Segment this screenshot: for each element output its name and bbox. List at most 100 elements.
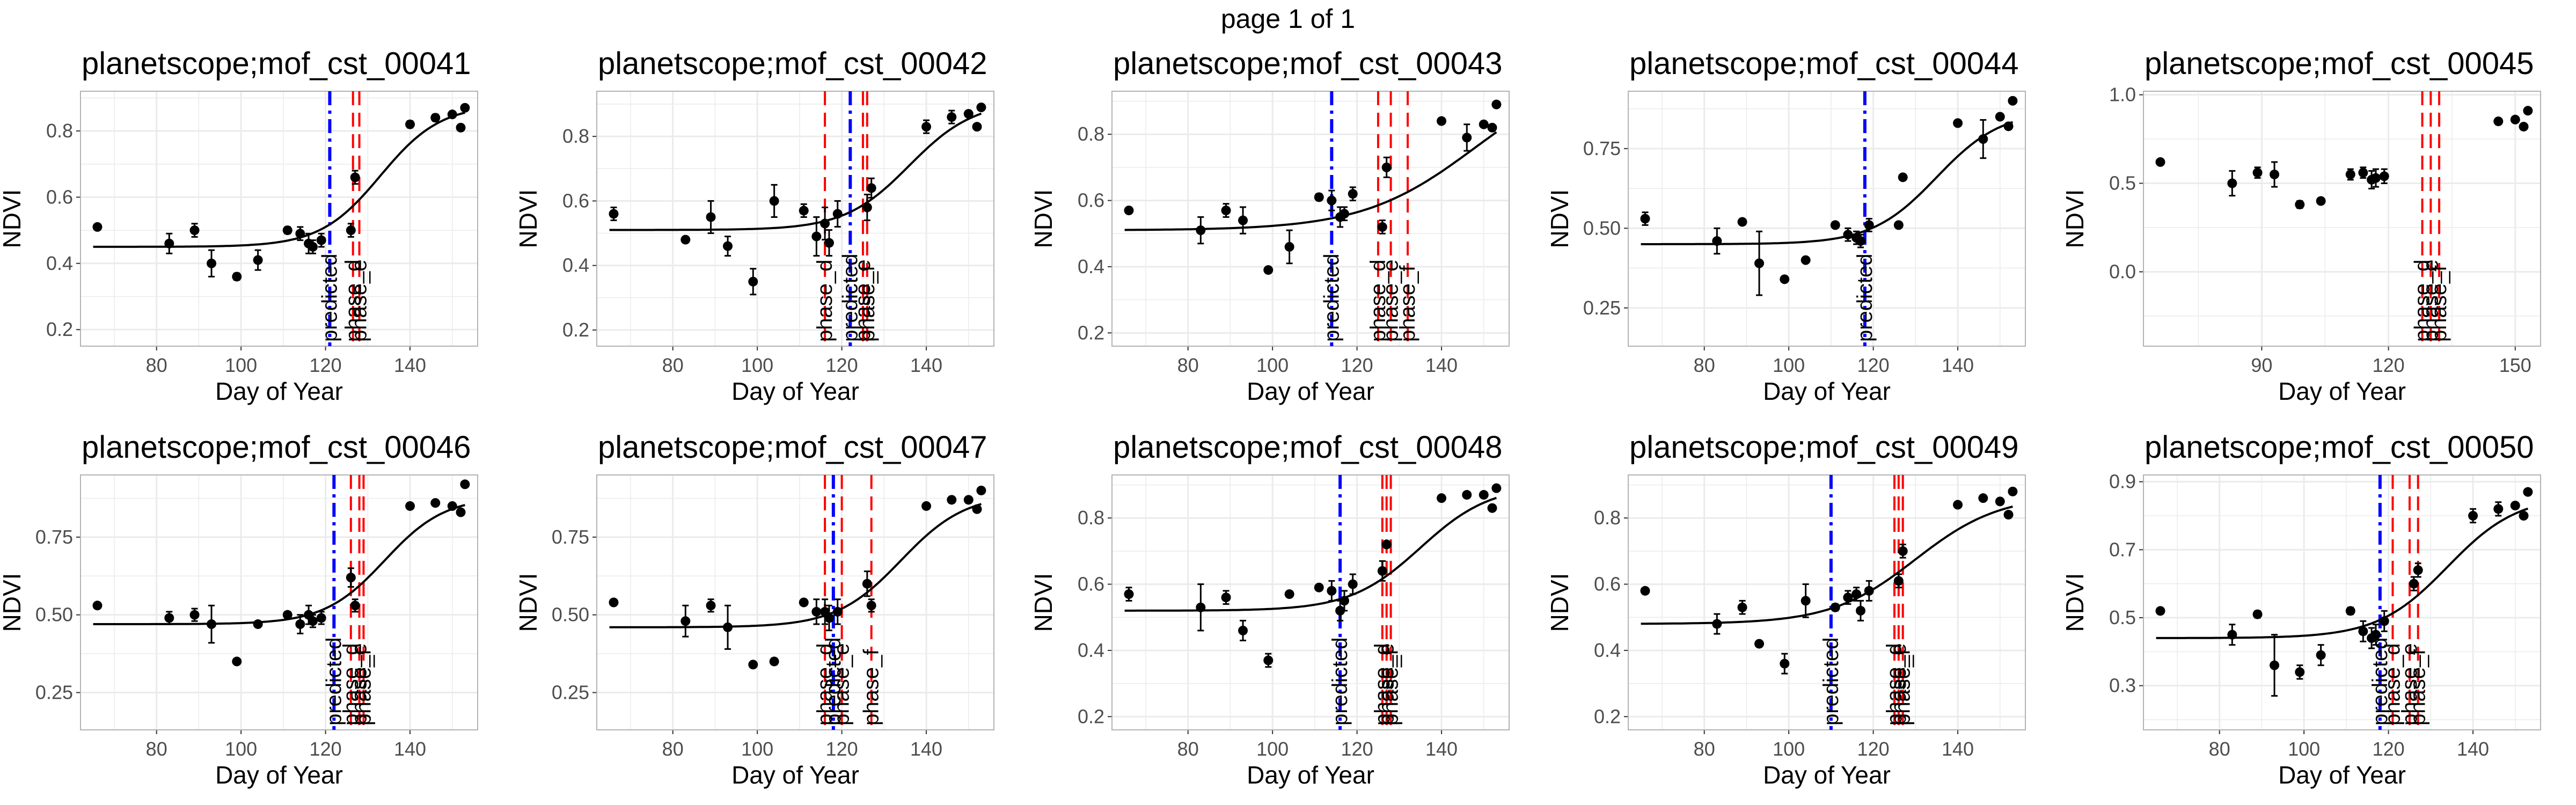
data-point bbox=[769, 656, 779, 667]
data-point bbox=[866, 601, 876, 611]
data-point bbox=[1843, 230, 1853, 240]
data-point bbox=[1864, 220, 1874, 230]
vline-label: predicted bbox=[318, 253, 341, 342]
data-point bbox=[2008, 486, 2018, 496]
y-tick-label: 0.75 bbox=[552, 526, 589, 548]
data-point bbox=[2379, 616, 2389, 626]
data-point bbox=[2370, 630, 2381, 640]
y-axis-label: NDVI bbox=[2061, 573, 2089, 632]
panel-border bbox=[2143, 474, 2541, 730]
y-tick-label: 0.6 bbox=[562, 189, 589, 211]
vline-label: phase_d bbox=[813, 260, 837, 342]
x-tick-label: 120 bbox=[1857, 354, 1890, 376]
data-point bbox=[2510, 501, 2520, 510]
panel-2: planetscope;mof_cst_00042 80 100 120 140 0.2 0… bbox=[514, 46, 994, 405]
data-point bbox=[748, 276, 758, 287]
x-axis-label: Day of Year bbox=[2278, 377, 2406, 405]
x-tick-label: 90 bbox=[2251, 354, 2272, 376]
fitted-curve bbox=[2156, 507, 2529, 639]
x-tick-label: 120 bbox=[1857, 738, 1890, 760]
x-tick-label: 120 bbox=[310, 738, 342, 760]
data-point bbox=[1978, 493, 1988, 503]
x-tick-label: 80 bbox=[146, 738, 167, 760]
data-point bbox=[680, 235, 691, 245]
y-tick-label: 1.0 bbox=[2109, 84, 2136, 106]
data-point bbox=[2519, 121, 2529, 131]
data-point bbox=[1196, 602, 1206, 612]
data-point bbox=[1263, 655, 1274, 665]
data-point bbox=[1377, 222, 1387, 232]
data-point bbox=[430, 498, 441, 508]
fitted-curve bbox=[93, 111, 465, 248]
y-axis-label: NDVI bbox=[514, 573, 542, 632]
x-tick-label: 100 bbox=[2288, 738, 2320, 760]
y-tick-label: 0.8 bbox=[1594, 507, 1621, 529]
data-point bbox=[1263, 265, 1274, 275]
plot-area: predicted bbox=[1640, 91, 2018, 346]
data-point bbox=[1487, 503, 1497, 513]
x-tick-label: 140 bbox=[910, 738, 942, 760]
data-point bbox=[2008, 96, 2018, 106]
fitted-curve bbox=[93, 504, 465, 625]
data-point bbox=[963, 495, 974, 505]
x-tick-label: 80 bbox=[1177, 738, 1199, 760]
data-point bbox=[706, 601, 716, 611]
x-tick-label: 120 bbox=[2373, 354, 2405, 376]
data-point bbox=[769, 196, 779, 206]
data-point bbox=[456, 122, 466, 133]
panel-9: planetscope;mof_cst_00049 80 100 120 140 0.2 0… bbox=[1546, 430, 2026, 789]
data-point bbox=[1780, 658, 1790, 669]
data-point bbox=[1640, 586, 1650, 596]
data-point bbox=[232, 272, 242, 282]
data-point bbox=[1712, 619, 1722, 629]
data-point bbox=[799, 206, 809, 216]
data-point bbox=[921, 501, 932, 511]
x-axis-label: Day of Year bbox=[215, 377, 343, 405]
panel-title: planetscope;mof_cst_00046 bbox=[82, 430, 471, 465]
data-point bbox=[1830, 602, 1840, 612]
y-tick-label: 0.50 bbox=[552, 604, 589, 626]
data-point bbox=[282, 225, 292, 236]
data-point bbox=[405, 119, 415, 129]
data-point bbox=[723, 241, 733, 251]
vline-label: phase_f bbox=[352, 649, 375, 726]
data-point bbox=[447, 501, 457, 511]
panel-title: planetscope;mof_cst_00043 bbox=[1113, 46, 1503, 81]
data-point bbox=[232, 656, 242, 667]
fitted-curve bbox=[609, 503, 982, 628]
vline-label: phase_f bbox=[2427, 265, 2451, 342]
data-point bbox=[1314, 192, 1324, 202]
y-tick-label: 0.25 bbox=[1583, 297, 1621, 319]
fitted-curve bbox=[609, 112, 982, 231]
panel-title: planetscope;mof_cst_00048 bbox=[1113, 430, 1503, 465]
panel-8: planetscope;mof_cst_00048 80 100 120 140 0.2 0… bbox=[1029, 430, 1510, 789]
data-point bbox=[1712, 236, 1722, 246]
x-tick-label: 80 bbox=[662, 738, 684, 760]
vline-label: phase_f bbox=[855, 265, 879, 342]
y-tick-label: 0.50 bbox=[1583, 217, 1621, 239]
data-point bbox=[295, 229, 305, 239]
data-point bbox=[866, 183, 876, 193]
data-point bbox=[1754, 258, 1765, 268]
data-point bbox=[164, 613, 174, 623]
panel-7: planetscope;mof_cst_00047 80 100 120 140 0.25… bbox=[514, 430, 994, 789]
vline-label: predicted bbox=[1328, 637, 1352, 726]
data-point bbox=[189, 225, 200, 236]
page-title: page 1 of 1 bbox=[1220, 4, 1356, 34]
vline-label: phase_e bbox=[2398, 643, 2421, 726]
data-point bbox=[2493, 116, 2504, 127]
data-point bbox=[2003, 121, 2014, 131]
y-tick-label: 0.8 bbox=[46, 120, 73, 142]
data-point bbox=[308, 616, 318, 626]
vline-label: phase_e bbox=[1379, 260, 1403, 342]
data-point bbox=[1221, 592, 1231, 603]
data-point bbox=[1737, 217, 1747, 227]
data-point bbox=[921, 122, 932, 132]
panel-border bbox=[1628, 474, 2026, 730]
data-point bbox=[972, 504, 982, 514]
data-point bbox=[460, 103, 470, 113]
data-point bbox=[1780, 274, 1790, 284]
data-point bbox=[1462, 490, 1472, 500]
